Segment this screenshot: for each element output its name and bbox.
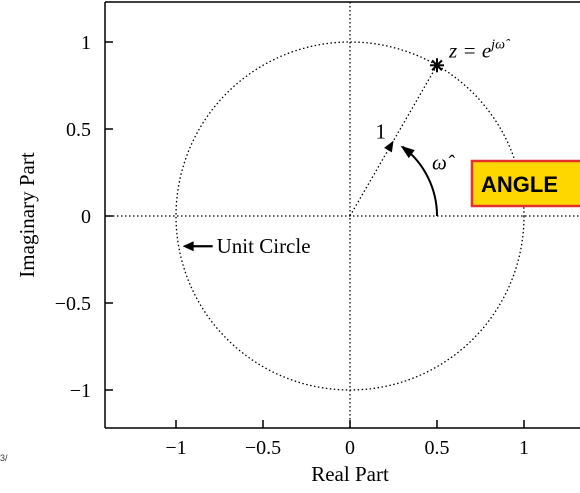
y-tick-label: −0.5 (55, 293, 91, 315)
x-tick-label: 0.5 (425, 437, 450, 459)
unit-circle (175, 41, 525, 391)
y-tick-label: 0 (81, 206, 91, 228)
unit-circle-label: Unit Circle (217, 234, 311, 258)
radius-label: 1 (376, 120, 387, 144)
x-tick-label: −0.5 (245, 437, 281, 459)
y-tick-label: −1 (70, 380, 91, 402)
unit-circle-pointer-arrowhead (182, 241, 194, 252)
y-tick-label: 0.5 (66, 119, 91, 141)
x-tick-label: 1 (519, 437, 529, 459)
point-z-label: z = ejω̂ (448, 37, 511, 62)
angle-label: ω̂ (432, 151, 455, 175)
point-marker-stroke (431, 59, 443, 71)
y-tick-label: 1 (81, 32, 91, 54)
angle-arrowhead (400, 145, 415, 159)
radius-line (349, 64, 438, 217)
angle-highlight-text: ANGLE (481, 172, 558, 197)
corner-note: 3/ (0, 453, 8, 463)
point-label-omega: ω̂ (495, 37, 511, 52)
radius-arrowhead (384, 140, 394, 153)
y-axis-title: Imaginary Part (15, 152, 39, 278)
x-axis-title: Real Part (311, 462, 389, 486)
point-label-exponent: j (489, 37, 495, 52)
point-label-prefix: z = e (448, 38, 491, 62)
x-tick-label: 0 (345, 437, 355, 459)
angle-highlight-box (470, 159, 580, 208)
x-tick-label: −1 (165, 437, 186, 459)
ticks-group: −1 −0.5 0 0.5 1 1 0.5 0 −0.5 −1 (55, 32, 529, 459)
point-z-marker (430, 58, 444, 73)
